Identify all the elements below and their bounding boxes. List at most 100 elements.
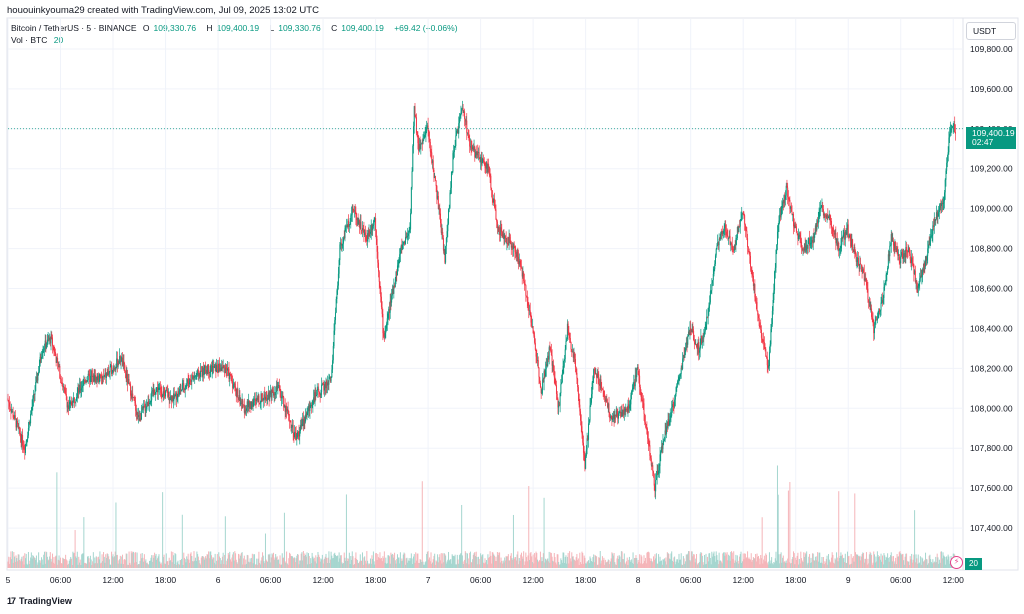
volume-bar	[162, 492, 164, 568]
volume-bar	[755, 553, 757, 568]
volume-bar	[329, 562, 331, 568]
candle-body	[81, 387, 83, 389]
volume-bar	[736, 555, 738, 568]
candle-body	[729, 235, 731, 245]
candle-body	[97, 375, 99, 382]
volume-bar	[298, 564, 300, 568]
candle-body	[16, 420, 18, 425]
candle-body	[108, 371, 110, 374]
candle-body	[950, 129, 952, 131]
last-price-value: 109,400.19	[972, 128, 1015, 138]
candle-body	[521, 267, 523, 277]
volume-bar	[645, 563, 647, 568]
candle-body	[345, 226, 347, 229]
volume-bar	[146, 563, 148, 568]
candle-body	[715, 249, 717, 256]
candle-body	[652, 465, 654, 472]
candle-body	[499, 231, 501, 236]
volume-bar	[726, 552, 728, 568]
candle-body	[597, 373, 599, 378]
candle-body	[264, 396, 266, 400]
x-tick-label: 12:00	[733, 575, 755, 585]
volume-bar	[647, 551, 649, 568]
candle-body	[469, 139, 471, 147]
candle-body	[553, 364, 555, 371]
lightning-icon[interactable]: ⚡	[950, 556, 963, 569]
candle-body	[171, 396, 173, 402]
candle-body	[239, 395, 241, 405]
candle-body	[327, 382, 329, 385]
volume-bar	[943, 556, 945, 568]
candle-body	[450, 187, 452, 193]
candle-body	[219, 367, 221, 372]
volume-bar	[814, 556, 816, 568]
volume-bar	[890, 552, 892, 568]
candle-body	[827, 214, 829, 219]
candle-body	[386, 318, 388, 324]
volume-bar	[85, 563, 87, 568]
volume-bar	[697, 563, 699, 568]
candle-body	[833, 231, 835, 235]
volume-bar	[806, 551, 808, 568]
volume-bar	[707, 561, 709, 568]
volume-bar	[190, 552, 192, 568]
volume-bar	[870, 553, 872, 568]
candle-body	[880, 302, 882, 311]
candle-body	[194, 376, 196, 378]
candle-body	[607, 402, 609, 408]
volume-bar	[760, 554, 762, 568]
candle-body	[913, 264, 915, 275]
candle-body	[898, 254, 900, 262]
volume-bar	[769, 563, 771, 568]
volume-bar	[896, 554, 898, 568]
volume-bar	[518, 564, 520, 568]
candle-body	[321, 384, 323, 393]
volume-bar	[929, 554, 931, 568]
volume-bar	[846, 562, 848, 568]
candle-body	[61, 383, 63, 385]
candle-body	[359, 221, 361, 228]
candle-body	[670, 415, 672, 417]
candle-body	[130, 395, 132, 398]
volume-bar	[764, 561, 766, 568]
candle-body	[666, 426, 668, 428]
volume-bar	[334, 552, 336, 568]
volume-bar	[900, 554, 902, 568]
candle-body	[53, 346, 55, 352]
candle-body	[68, 404, 70, 410]
candle-body	[175, 392, 177, 396]
volume-bar	[46, 552, 48, 568]
volume-bar	[854, 493, 856, 568]
volume-bar	[134, 552, 136, 568]
candle-body	[951, 127, 953, 130]
volume-bar	[264, 563, 266, 568]
currency-selector[interactable]: USDT	[966, 22, 1016, 40]
candle-body	[945, 170, 947, 180]
candle-body	[879, 310, 881, 312]
candle-body	[157, 387, 159, 393]
candle-body	[857, 257, 859, 266]
volume-bar	[131, 553, 133, 568]
candle-body	[631, 391, 633, 396]
volume-bar	[92, 552, 94, 568]
symbol-name[interactable]: Bitcoin / TetherUS · 5 · BINANCE	[11, 23, 137, 33]
volume-bar	[312, 556, 314, 568]
volume-bar	[422, 561, 424, 568]
volume-bar	[76, 551, 78, 568]
candle-body	[683, 354, 685, 358]
candle-body	[577, 387, 579, 394]
candle-body	[817, 216, 819, 224]
volume-bar	[641, 556, 643, 568]
volume-bar	[527, 555, 529, 568]
volume-bar	[526, 561, 528, 568]
candle-body	[321, 383, 323, 385]
candle-body	[763, 341, 765, 347]
volume-label[interactable]: Vol · BTC	[11, 35, 48, 45]
volume-bar	[884, 559, 886, 568]
volume-bar	[216, 560, 218, 568]
candle-body	[563, 360, 565, 366]
candle-body	[464, 111, 466, 119]
volume-bar	[294, 557, 296, 568]
candle-body	[614, 414, 616, 420]
price-chart[interactable]: 109,800.00109,600.00109,400.00109,200.00…	[0, 0, 1024, 592]
